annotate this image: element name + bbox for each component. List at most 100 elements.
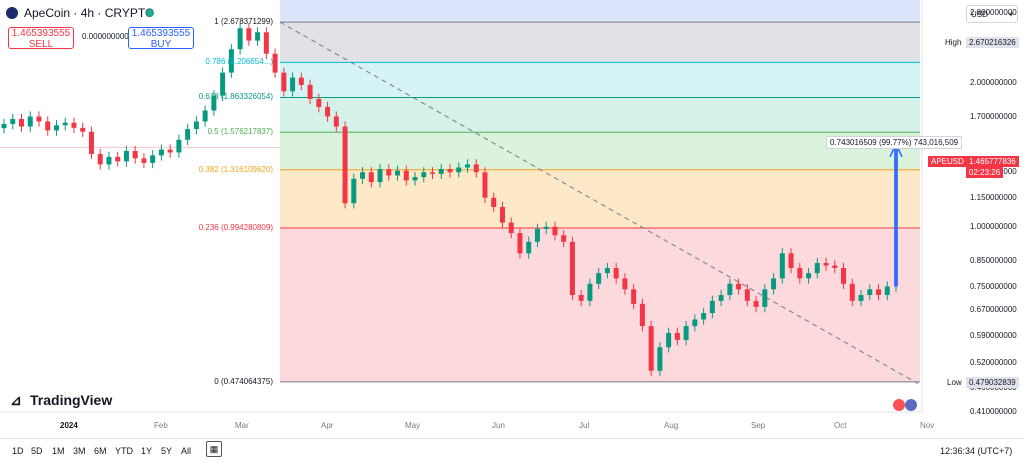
candle (71, 122, 77, 128)
buy-button[interactable]: 1.465393555 BUY (128, 27, 194, 50)
tradingview-wordmark: TradingView (30, 392, 113, 408)
candle (534, 228, 540, 242)
timeframe-1m[interactable]: 1M (52, 446, 65, 456)
time-tick-label: Nov (920, 421, 935, 430)
candle (158, 149, 164, 156)
candle (561, 235, 567, 242)
time-tick-label: Feb (154, 421, 168, 430)
timeframe-ytd[interactable]: YTD (115, 446, 133, 456)
timeframe-1d[interactable]: 1D (12, 446, 24, 456)
candle (876, 289, 882, 296)
time-tick-label: Sep (751, 421, 766, 430)
spread-value: 0.000000000 (82, 32, 129, 41)
candle (368, 172, 374, 183)
fib-label: 0.618 (1.863326054) (198, 92, 273, 102)
candle (272, 53, 278, 73)
date-range-icon[interactable]: ▦ (206, 441, 222, 457)
candle (543, 226, 549, 229)
timeframe-all[interactable]: All (181, 446, 192, 456)
measure-tooltip: 0.743016509 (99.77%) 743,016,509 (826, 136, 963, 149)
time-tick-label: Jul (579, 421, 590, 430)
candle (884, 286, 890, 296)
timeframe-3m[interactable]: 3M (73, 446, 86, 456)
candle (307, 84, 313, 99)
time-tick-label: Apr (321, 421, 334, 430)
candle (587, 283, 593, 301)
candle (858, 295, 864, 301)
candle (709, 300, 715, 314)
buy-price: 1.465393555 (131, 28, 191, 39)
candle (692, 319, 698, 327)
candle (377, 169, 383, 183)
candle (447, 169, 453, 173)
candle (228, 49, 234, 73)
candle (674, 332, 680, 340)
candle (211, 95, 217, 111)
candle (736, 283, 742, 290)
candle (237, 28, 243, 50)
currency-select[interactable]: USD ▾ (966, 5, 1018, 23)
candle (666, 332, 672, 348)
candle (727, 283, 733, 296)
timeframe-1y[interactable]: 1Y (141, 446, 153, 456)
candle (823, 262, 829, 266)
symbol-title[interactable]: ApeCoin · 4h · CRYPTO (24, 6, 155, 20)
price-tick-label: 0.520000000 (970, 357, 1017, 367)
timeframe-6m[interactable]: 6M (94, 446, 107, 456)
candle (832, 265, 838, 268)
candle (631, 289, 637, 304)
fib-zone (280, 62, 920, 98)
candle (762, 289, 768, 307)
time-tick-label: 2024 (60, 421, 78, 430)
fib-label: 0.786 (2.206654...) (205, 57, 273, 67)
time-tick-label: Aug (664, 421, 679, 430)
candle (482, 172, 488, 198)
low-value: 0.479032839 (966, 377, 1019, 388)
candle (132, 150, 138, 159)
fib-label: 0.5 (1.576217837) (207, 127, 273, 137)
price-tick-label: 1.000000000 (970, 221, 1017, 231)
candle (569, 241, 575, 296)
candle (1, 123, 7, 129)
time-tick-label: Mar (235, 421, 249, 430)
flag-icon[interactable] (905, 399, 917, 411)
candle (517, 233, 523, 254)
fib-label: 0.236 (0.994280809) (198, 222, 273, 232)
candle (185, 129, 191, 140)
candle (325, 106, 331, 117)
ape-logo-icon (6, 7, 18, 19)
timeframe-5y[interactable]: 5Y (161, 446, 173, 456)
candle (106, 156, 112, 165)
candle (552, 226, 558, 236)
timeframe-5d[interactable]: 5D (31, 446, 43, 456)
tradingview-logo[interactable]: ⊿ TradingView (10, 392, 112, 409)
price-tick-label: 0.590000000 (970, 331, 1017, 341)
event-icon[interactable] (893, 399, 905, 411)
candle (62, 122, 68, 126)
candle (744, 289, 750, 301)
candle (456, 167, 462, 173)
candle (639, 303, 645, 327)
high-label: High (945, 38, 962, 47)
sell-label: SELL (28, 39, 54, 50)
candle (10, 118, 16, 124)
clock[interactable]: 12:36:34 (UTC+7) (940, 446, 1013, 456)
candle (779, 253, 785, 279)
candle (412, 177, 418, 181)
candle (508, 222, 514, 234)
candle (193, 121, 199, 130)
candle (613, 267, 619, 279)
candle (360, 172, 366, 179)
candle (701, 313, 707, 320)
candle (403, 170, 409, 181)
fib-zone (280, 132, 920, 170)
candle (491, 197, 497, 207)
bottom-toolbar (0, 438, 1024, 463)
candle (176, 139, 182, 153)
price-tick-label: 0.670000000 (970, 304, 1017, 314)
candle (36, 116, 42, 122)
sell-button[interactable]: 1.465393555 SELL (8, 27, 74, 50)
candle (97, 153, 103, 165)
candle (814, 262, 820, 274)
